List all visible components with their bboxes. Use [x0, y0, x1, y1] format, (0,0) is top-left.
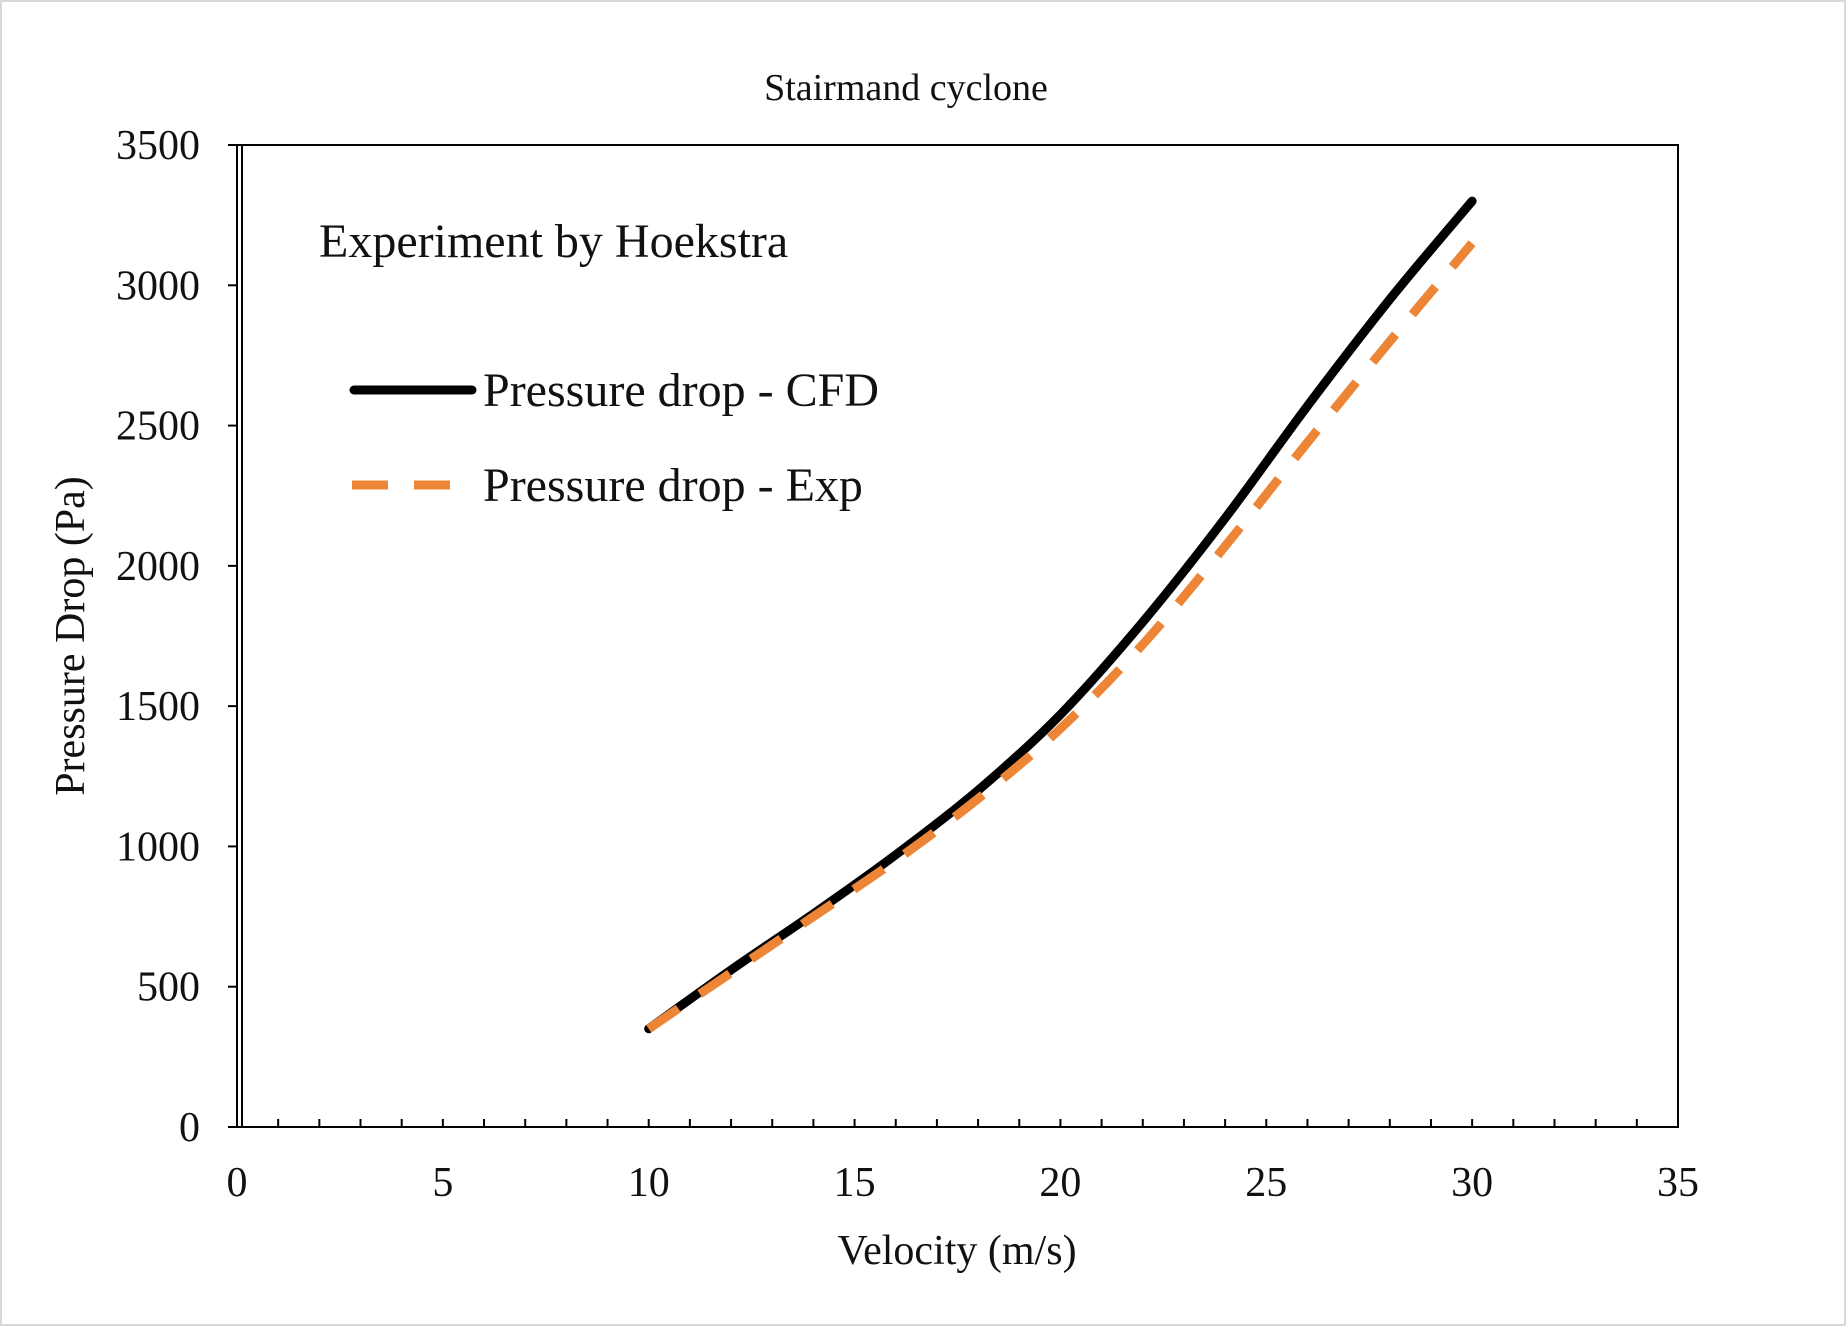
y-tick-label: 2500	[116, 404, 200, 450]
legend-label-exp: Pressure drop - Exp	[483, 459, 863, 512]
legend: Pressure drop - CFD Pressure drop - Exp	[349, 364, 879, 512]
x-tick-label: 5	[432, 1160, 453, 1206]
x-tick-label: 15	[834, 1160, 876, 1206]
y-tick-label: 0	[179, 1105, 200, 1151]
y-tick-label: 1000	[116, 824, 200, 870]
x-tick-label: 20	[1039, 1160, 1081, 1206]
plot-area-border	[236, 144, 1679, 1128]
y-tick-label: 1500	[116, 684, 200, 730]
series-line-cfd	[644, 196, 1477, 1034]
series-layer	[644, 196, 1477, 1034]
legend-label-cfd: Pressure drop - CFD	[483, 364, 879, 417]
series-line-exp	[646, 240, 1476, 1033]
x-tick-label: 0	[227, 1160, 248, 1206]
chart-title: Stairmand cyclone	[764, 67, 1048, 109]
x-tick-label: 10	[628, 1160, 670, 1206]
x-axis-label: Velocity (m/s)	[837, 1228, 1076, 1274]
axis-ticks: 0 500 1000 1500 2000 2500 3000 3500 0 5 10 15 20 25 30…	[116, 123, 1699, 1206]
y-tick-label: 2000	[116, 544, 200, 590]
y-tick-label: 500	[137, 965, 200, 1011]
x-tick-label: 35	[1657, 1160, 1699, 1206]
y-tick-label: 3500	[116, 123, 200, 169]
y-tick-label: 3000	[116, 263, 200, 309]
x-tick-label: 30	[1451, 1160, 1493, 1206]
x-tick-label: 25	[1245, 1160, 1287, 1206]
annotation-text: Experiment by Hoekstra	[319, 215, 788, 268]
y-axis-label: Pressure Drop (Pa)	[48, 476, 94, 796]
